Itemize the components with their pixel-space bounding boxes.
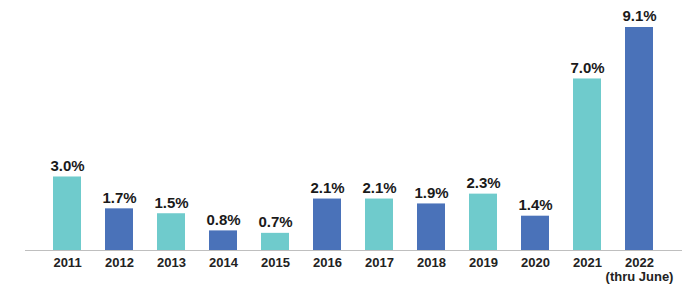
svg-text:2015: 2015 [261, 255, 290, 270]
svg-text:2017: 2017 [365, 255, 394, 270]
svg-text:2019: 2019 [469, 255, 498, 270]
svg-text:2018: 2018 [417, 255, 446, 270]
svg-text:2.1%: 2.1% [362, 179, 396, 196]
svg-text:1.7%: 1.7% [102, 189, 136, 206]
svg-text:9.1%: 9.1% [622, 7, 656, 24]
svg-text:0.7%: 0.7% [258, 213, 292, 230]
svg-text:2013: 2013 [157, 255, 186, 270]
svg-text:2020: 2020 [521, 255, 550, 270]
svg-text:2014: 2014 [209, 255, 239, 270]
svg-text:2.3%: 2.3% [466, 174, 500, 191]
svg-text:2011: 2011 [53, 255, 81, 270]
svg-text:0.8%: 0.8% [206, 211, 240, 228]
svg-text:2.1%: 2.1% [310, 179, 344, 196]
svg-text:2022(thru June): 2022(thru June) [606, 255, 674, 284]
svg-text:1.5%: 1.5% [154, 194, 188, 211]
svg-text:3.0%: 3.0% [50, 157, 84, 174]
svg-text:2012: 2012 [105, 255, 134, 270]
svg-text:2016: 2016 [313, 255, 342, 270]
svg-text:2021: 2021 [573, 255, 602, 270]
svg-text:1.9%: 1.9% [414, 184, 448, 201]
svg-text:1.4%: 1.4% [518, 196, 552, 213]
svg-text:7.0%: 7.0% [570, 59, 604, 76]
